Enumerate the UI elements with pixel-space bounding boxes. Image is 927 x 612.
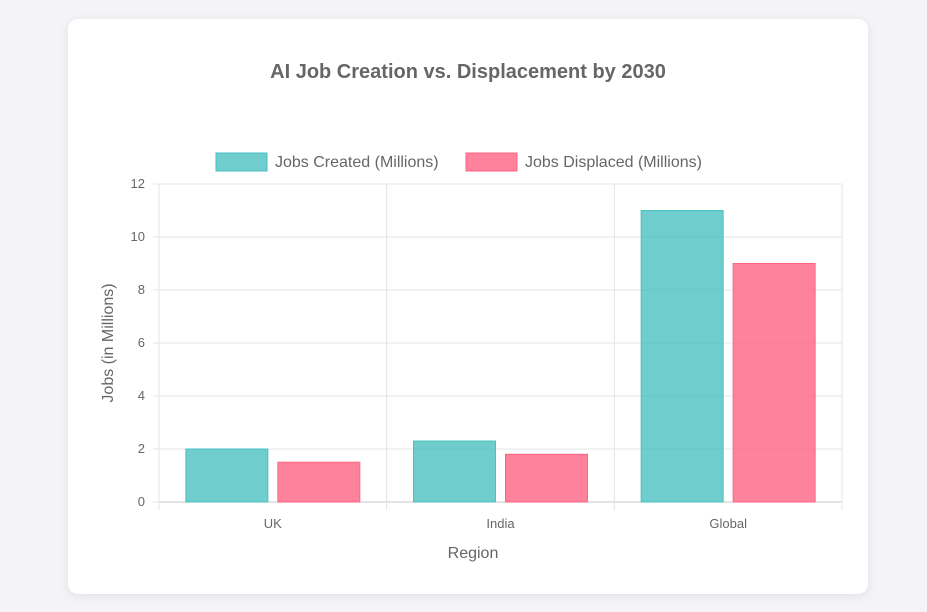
y-tick-label: 2 [138, 441, 145, 456]
bar-jobs-created-india[interactable] [413, 440, 496, 503]
x-tick-label: UK [264, 516, 282, 531]
bar-jobs-displaced-india[interactable] [505, 453, 588, 503]
y-tick-label: 10 [131, 229, 145, 244]
grid [158, 183, 843, 510]
y-tick-label: 12 [131, 176, 145, 191]
bar-jobs-displaced-uk[interactable] [277, 461, 361, 503]
bar-jobs-created-uk[interactable] [185, 448, 269, 503]
x-axis-title: Region [448, 545, 499, 562]
x-tick-label: India [486, 516, 515, 531]
y-axis-title: Jobs (in Millions) [100, 283, 117, 402]
legend-label-jobs-created[interactable]: Jobs Created (Millions) [275, 154, 439, 171]
bar-jobs-created-global[interactable] [640, 210, 724, 503]
x-axis: UK India Global [264, 516, 747, 531]
bars [185, 210, 816, 503]
y-tick-label: 6 [138, 335, 145, 350]
legend: Jobs Created (Millions) Jobs Displaced (… [215, 152, 702, 172]
legend-label-jobs-displaced[interactable]: Jobs Displaced (Millions) [525, 154, 702, 171]
chart-title: AI Job Creation vs. Displacement by 2030 [270, 61, 666, 83]
y-axis: 0 2 4 6 8 10 12 [131, 176, 159, 509]
y-tick-label: 8 [138, 282, 145, 297]
bar-jobs-displaced-global[interactable] [732, 263, 816, 503]
y-tick-label: 4 [138, 388, 145, 403]
legend-swatch-jobs-displaced [465, 152, 518, 172]
x-tick-label: Global [709, 516, 747, 531]
legend-swatch-jobs-created [215, 152, 268, 172]
y-tick-label: 0 [138, 494, 145, 509]
